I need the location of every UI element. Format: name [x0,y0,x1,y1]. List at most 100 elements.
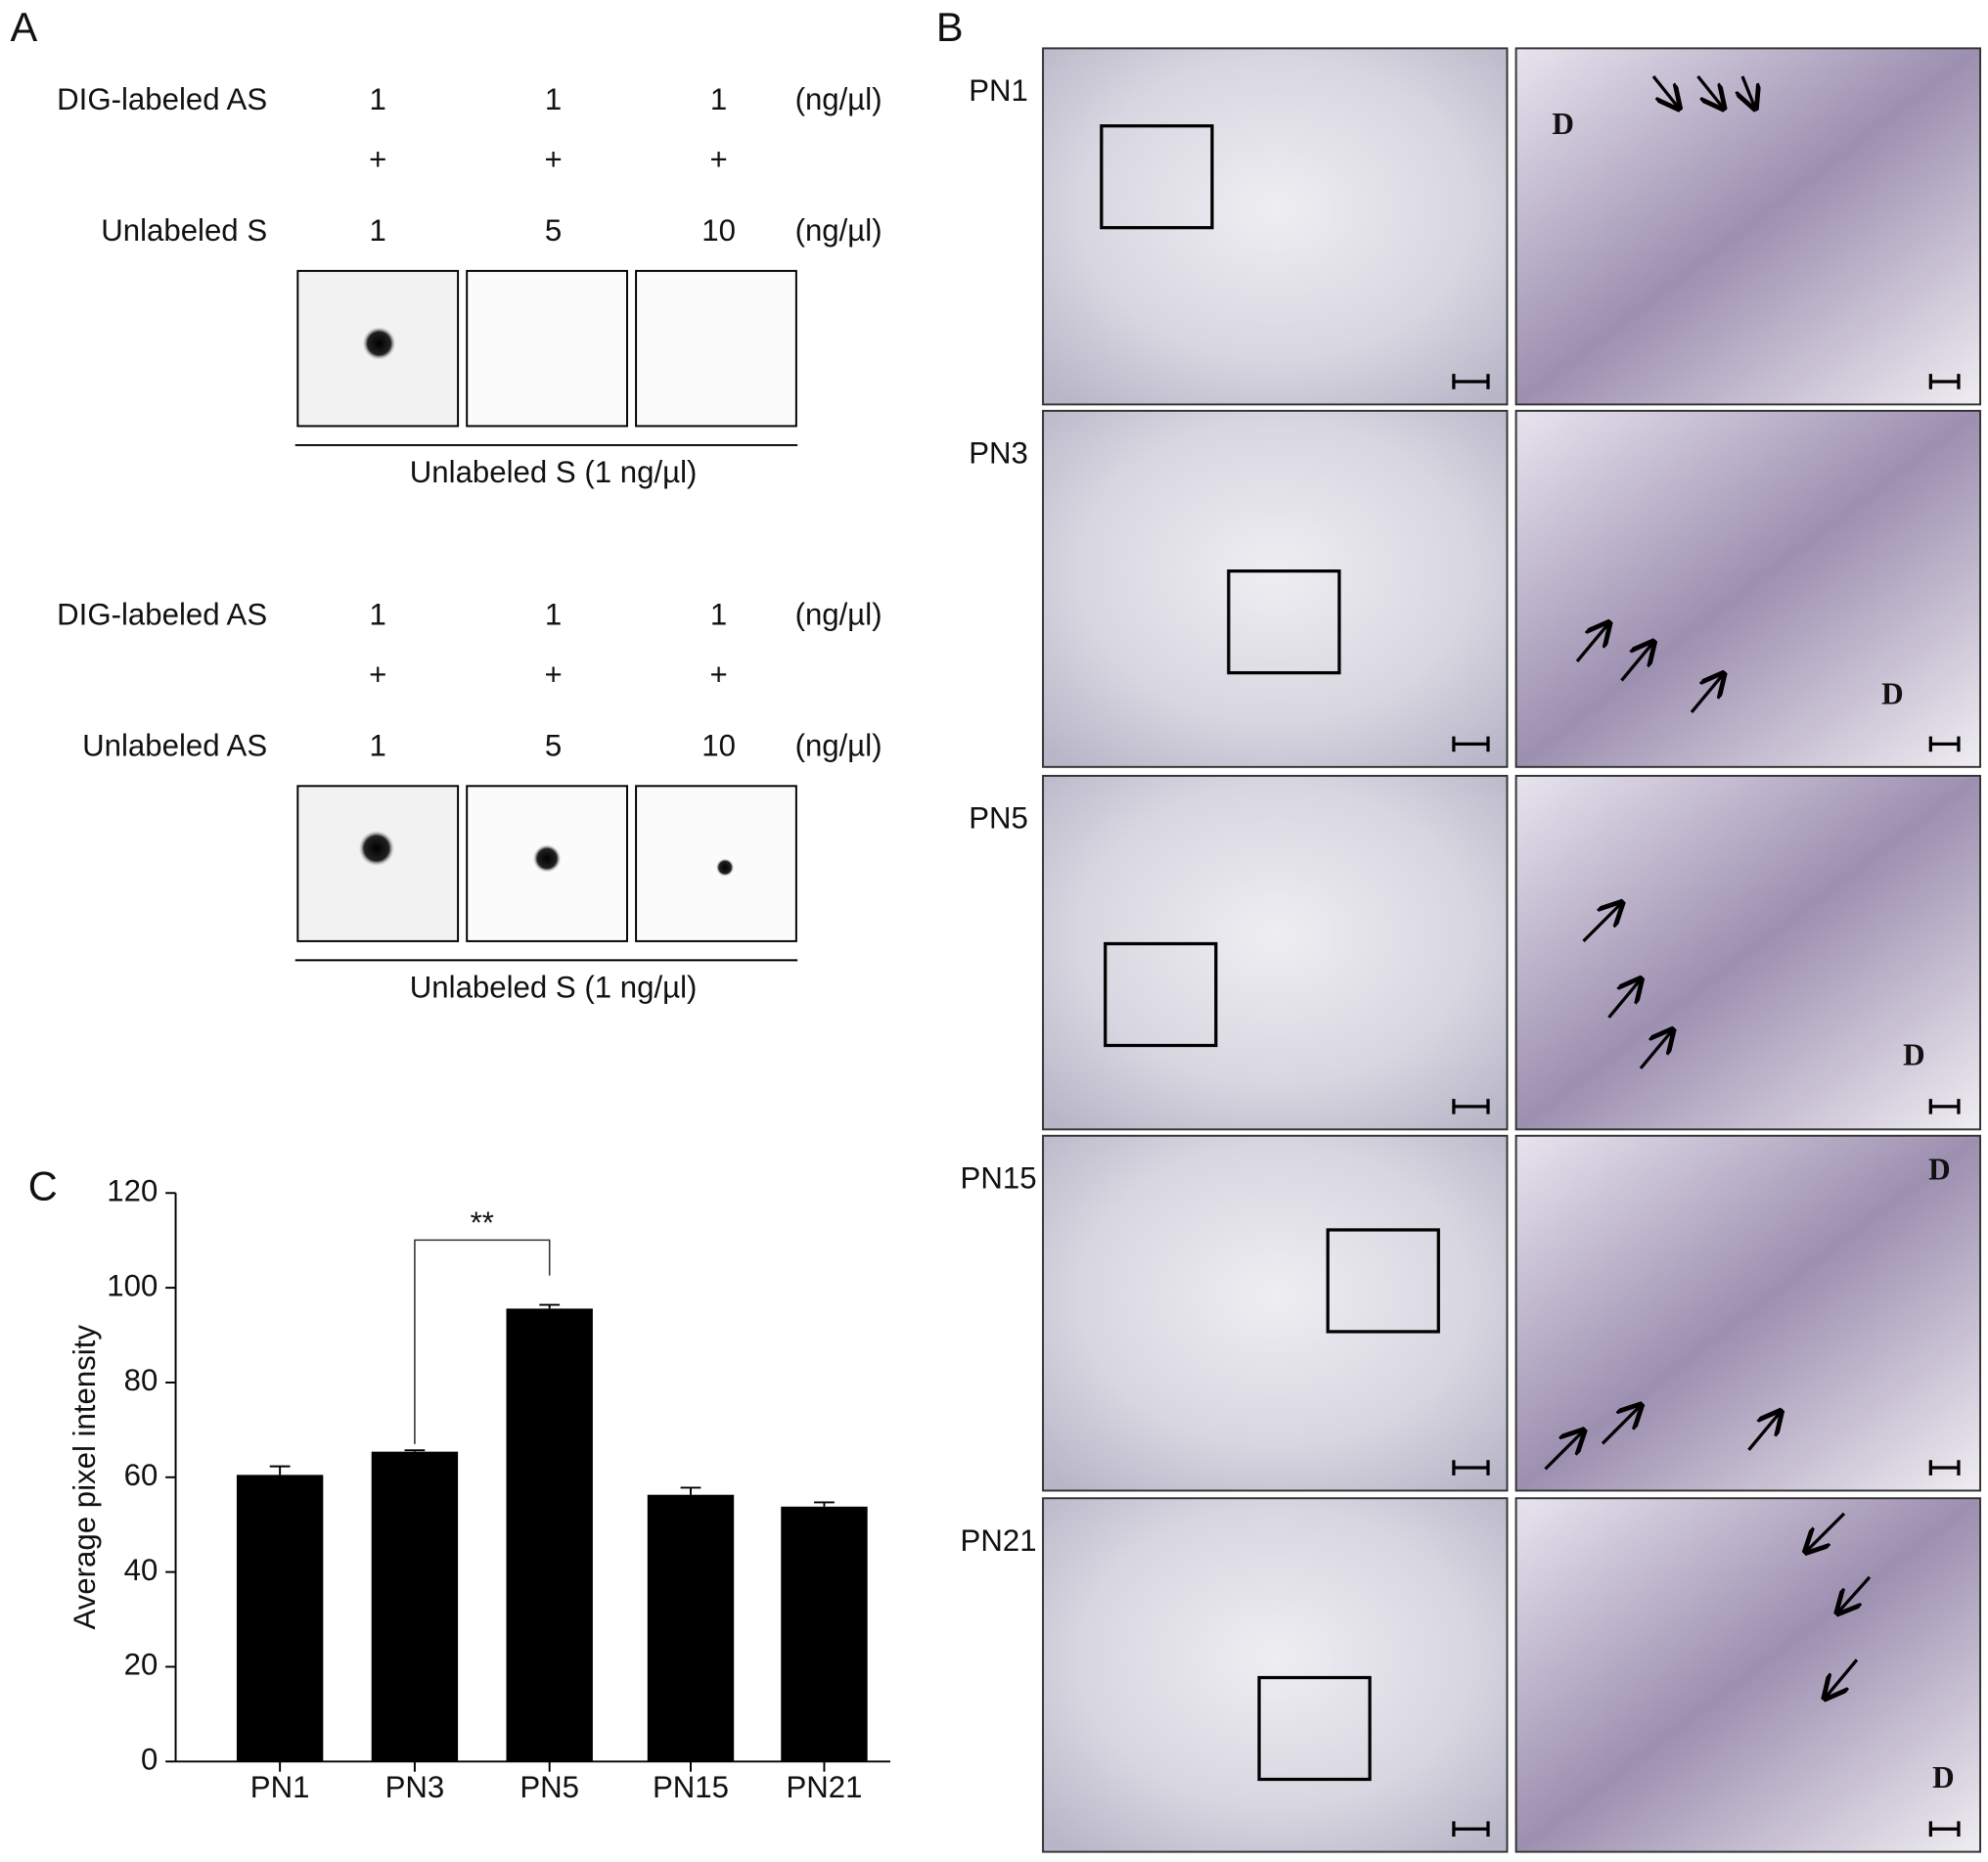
row-value: + [544,658,562,692]
row-value: 1 [370,82,386,116]
region-box [1100,124,1214,230]
y-tick-label: 100 [107,1268,158,1302]
bar [781,1506,868,1762]
row-label: PN3 [969,436,1028,471]
arrow [1575,623,1608,662]
error-bar [404,1449,426,1452]
row-label: Unlabeled AS [82,729,267,763]
x-tick-label: PN15 [653,1770,729,1804]
blot-spot [715,858,735,877]
arrow [1601,1405,1641,1445]
micrograph-zoom [1514,47,1982,406]
arrow [1690,674,1723,713]
arrow [1825,1658,1859,1698]
row-value: 1 [545,598,562,632]
dentin-label: D [1881,676,1904,710]
scale-bar [1452,736,1490,752]
bar [647,1494,735,1762]
blot-caption: Unlabeled S (1 ng/µl) [410,971,698,1005]
scale-bar [1928,374,1961,389]
dentin-label: D [1928,1153,1951,1187]
micrograph-zoom [1514,1134,1982,1492]
scale-bar [1452,1460,1490,1476]
row-unit: (ng/µl) [795,598,882,632]
bar [371,1451,459,1762]
dentin-label: D [1903,1038,1925,1072]
panel-label: C [28,1162,58,1208]
arrow [1742,75,1755,108]
y-tick-label: 0 [141,1743,158,1777]
row-label: Unlabeled S [101,213,267,248]
blot-box [635,785,797,942]
panel-label: B [936,4,964,50]
figure-layer: A DIG-labeled AS 1 1 1 (ng/µl) + + + Unlabeled S 1… [11,4,1982,1853]
row-label: PN21 [961,1523,1037,1558]
row-label: DIG-labeled AS [57,598,267,632]
y-tick-label: 80 [124,1363,158,1397]
y-tick-label: 60 [124,1458,158,1492]
micrograph-zoom [1514,774,1982,1131]
error-bar [814,1501,835,1507]
arrow [1639,1030,1672,1069]
x-tick-label: PN1 [250,1770,310,1804]
arrow [1651,74,1679,108]
micrograph [1042,409,1509,768]
x-tick-label: PN5 [520,1770,579,1804]
row-label: PN15 [961,1161,1037,1196]
region-box [1257,1675,1372,1782]
row-value: 1 [545,82,562,116]
y-tick-label: 120 [107,1174,158,1208]
dentin-label: D [1552,107,1574,141]
error-bar [539,1303,561,1309]
x-tick-label: PN21 [786,1770,862,1804]
arrow [1747,1412,1780,1451]
row-value: 1 [370,729,386,763]
arrow [1582,903,1621,943]
scale-bar [1452,1099,1490,1114]
arrow [1607,979,1640,1019]
row-value: 10 [701,729,736,763]
scale-bar [1452,1821,1490,1838]
row-label: PN1 [969,73,1028,108]
dentin-label: D [1932,1760,1955,1794]
blot-spot [362,327,396,360]
arrow [1544,1431,1583,1471]
scale-bar [1928,1460,1961,1476]
row-value: + [709,658,727,692]
region-box [1326,1228,1440,1334]
row-unit: (ng/µl) [795,213,882,248]
blot-spot [532,844,562,873]
y-tick-label: 20 [124,1648,158,1682]
row-value: 1 [370,213,386,248]
blot-caption: Unlabeled S (1 ng/µl) [410,455,698,489]
row-label: DIG-labeled AS [57,82,267,116]
region-box [1227,569,1341,675]
blot-box [466,269,628,428]
scale-bar [1928,736,1961,752]
significance-label: ** [471,1205,494,1240]
arrow [1696,74,1723,108]
scale-bar [1928,1821,1961,1838]
row-value: + [544,142,562,176]
arrow [1837,1575,1872,1612]
row-value: 5 [545,213,562,248]
x-tick-label: PN3 [385,1770,445,1804]
scale-bar [1452,374,1490,389]
error-bar [680,1486,701,1495]
micrograph [1042,774,1509,1131]
y-tick-label: 40 [124,1553,158,1587]
row-value: 1 [370,598,386,632]
row-unit: (ng/µl) [795,729,882,763]
significance-bracket [414,1239,551,1444]
arrow [1620,642,1652,682]
row-value: 1 [710,598,727,632]
row-unit: (ng/µl) [795,82,882,116]
scale-bar [1928,1099,1961,1114]
row-value: + [709,142,727,176]
region-box [1104,941,1218,1048]
row-value: 1 [710,82,727,116]
panel-label: A [11,4,38,50]
y-axis-label: Average pixel intensity [68,1325,102,1630]
row-value: + [369,142,386,176]
bar [236,1475,324,1762]
